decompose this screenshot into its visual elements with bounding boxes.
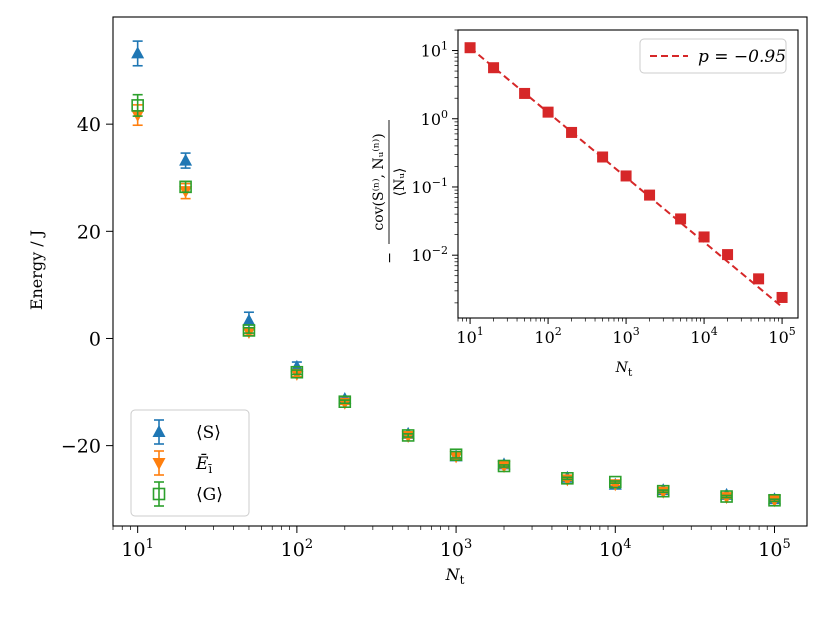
series-g-point xyxy=(131,99,144,112)
inset-data-point xyxy=(675,213,687,225)
inset-plot-frame xyxy=(457,29,799,319)
series-g-point xyxy=(720,490,733,503)
main-y-tick-label: 20 xyxy=(77,221,101,243)
series-s-point xyxy=(242,313,256,326)
main-x-tick-label: 103 xyxy=(440,537,472,561)
inset-legend-label: p = −0.95 xyxy=(698,47,786,67)
inset-data-point xyxy=(776,291,788,303)
legend-label-e: Ēī xyxy=(195,453,212,476)
series-g-point xyxy=(179,180,192,194)
main-y-tick-labels: −20 0 20 40 xyxy=(61,114,101,457)
series-g-point xyxy=(608,475,622,489)
series-g-point xyxy=(290,365,304,379)
main-x-axis-label: Nt xyxy=(445,565,465,587)
legend-label-s: ⟨S⟩ xyxy=(196,423,221,443)
legend-label-g: ⟨G⟩ xyxy=(196,485,223,505)
inset-x-axis-label: Nt xyxy=(615,360,633,379)
main-data-marks xyxy=(131,40,782,508)
main-y-axis-label: Energy / J xyxy=(27,230,46,310)
inset-data-point xyxy=(566,126,578,138)
inset-data-point xyxy=(753,273,765,285)
series-e-point xyxy=(608,479,622,492)
inset-x-tick-label: 104 xyxy=(690,325,717,347)
inset-y-label-denominator: ⟨Nᵤ⟩ xyxy=(392,168,408,197)
main-x-tick-label: 101 xyxy=(121,537,153,561)
series-g-point xyxy=(449,448,463,462)
series-g-point xyxy=(338,395,352,408)
legend-marker-s xyxy=(152,425,166,437)
main-legend-markers xyxy=(152,419,166,507)
inset-data-point xyxy=(464,42,476,54)
inset-data-point xyxy=(542,106,554,118)
main-x-tick-label: 105 xyxy=(758,537,790,561)
series-s-point xyxy=(131,46,145,59)
main-x-tick-labels: 101 102 103 104 105 xyxy=(121,537,790,561)
main-y-tick-label: −20 xyxy=(61,436,101,458)
inset-legend: p = −0.95 xyxy=(639,38,787,74)
inset-data-point xyxy=(519,87,531,99)
series-g-point xyxy=(768,493,781,507)
inset-x-tick-label: 101 xyxy=(456,325,483,347)
inset-data-point xyxy=(488,62,500,74)
series-g xyxy=(131,93,781,507)
series-g-point xyxy=(656,484,670,498)
inset-axis-ticks xyxy=(452,29,783,324)
series-g-point xyxy=(401,429,415,442)
series-g-point xyxy=(497,459,511,473)
inset-x-tick-label: 102 xyxy=(534,325,561,347)
inset-data-point xyxy=(698,231,710,243)
main-legend: ⟨S⟩ Ēī ⟨G⟩ xyxy=(130,409,250,517)
main-x-tick-label: 102 xyxy=(281,537,313,561)
main-y-tick-label: 0 xyxy=(89,328,101,350)
main-x-tick-label: 104 xyxy=(599,537,631,561)
inset-y-label-numerator: cov(S⁽ⁿ⁾, Nᵤ⁽ⁿ⁾) xyxy=(371,133,387,230)
inset-y-tick-labels: 101 100 10−1 10−2 xyxy=(411,40,448,266)
main-legend-box xyxy=(130,409,250,517)
inset-y-tick-label: 10−2 xyxy=(411,244,448,265)
inset-chart: 101 102 103 104 105 101 100 10−1 10−2 Nt cov(S⁽… xyxy=(371,29,799,379)
inset-x-tick-labels: 101 102 103 104 105 xyxy=(456,325,795,347)
inset-y-tick-label: 100 xyxy=(421,108,448,129)
main-chart: 101 102 103 104 105 −20 0 20 40 Nt Energy / J ⟨… xyxy=(27,16,808,587)
inset-data-point xyxy=(597,151,609,163)
main-axis-ticks xyxy=(106,123,776,533)
inset-y-axis-label: cov(S⁽ⁿ⁾, Nᵤ⁽ⁿ⁾) ⟨Nᵤ⟩ − xyxy=(371,120,408,264)
inset-x-tick-label: 105 xyxy=(768,325,795,347)
inset-y-tick-label: 10−1 xyxy=(411,176,448,197)
inset-data-marks xyxy=(464,42,788,308)
series-g-point xyxy=(561,472,574,485)
inset-legend-box xyxy=(639,38,787,74)
main-y-tick-label: 40 xyxy=(77,114,101,136)
series-s-point xyxy=(179,153,193,166)
inset-y-label-sign: − xyxy=(382,252,398,264)
main-plot-frame xyxy=(112,16,808,527)
legend-marker-e xyxy=(152,458,166,470)
inset-data-point xyxy=(620,170,632,182)
inset-data-point xyxy=(644,189,656,201)
inset-x-tick-label: 103 xyxy=(612,325,639,347)
inset-y-tick-label: 101 xyxy=(421,40,448,61)
inset-data-point xyxy=(722,249,734,261)
legend-marker-g xyxy=(152,487,166,501)
series-g-point xyxy=(242,324,256,337)
